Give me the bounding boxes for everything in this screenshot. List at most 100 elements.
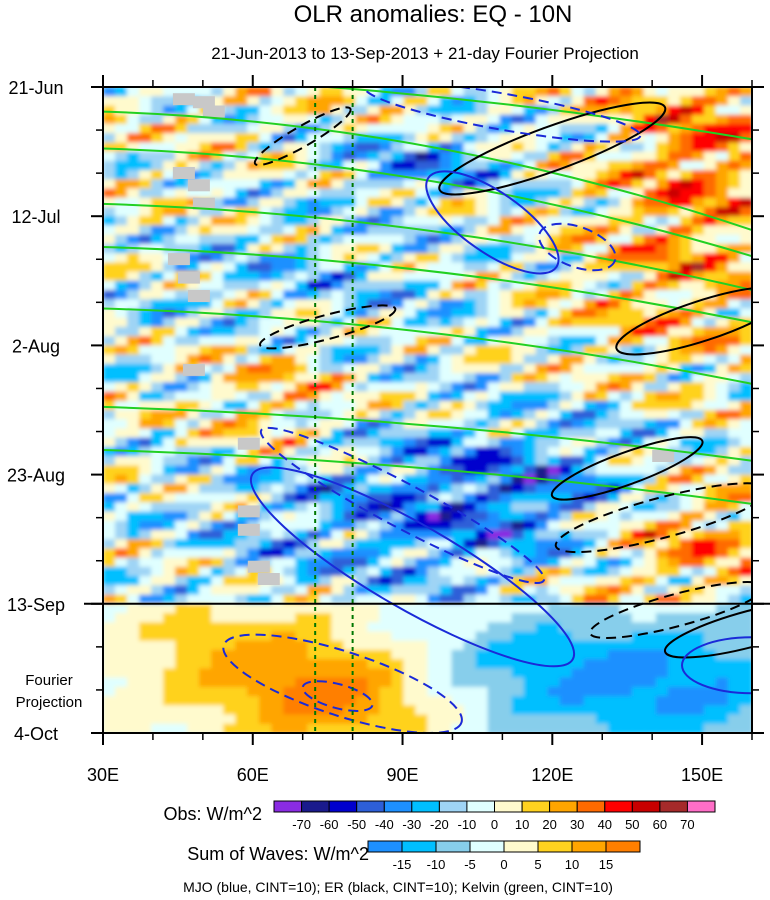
kelvin-contour — [103, 245, 752, 324]
waves-colorbar-swatch — [469, 840, 505, 853]
er-contour — [259, 304, 397, 350]
obs-colorbar-level: 60 — [653, 817, 667, 832]
obs-colorbar-level: 70 — [680, 817, 694, 832]
waves-colorbar-level: 15 — [599, 857, 613, 872]
obs-colorbar-level: -40 — [375, 817, 394, 832]
missing-data-cell — [177, 271, 200, 284]
waves-colorbar-swatch — [401, 840, 437, 853]
chart-subtitle: 21-Jun-2013 to 13-Sep-2013 + 21-day Four… — [211, 44, 639, 63]
obs-colorbar-swatch — [549, 800, 578, 813]
er-contour — [589, 581, 752, 639]
missing-data-cell — [247, 560, 270, 573]
obs-colorbar-level: 10 — [515, 817, 529, 832]
plot-area — [103, 87, 752, 733]
x-tick-label: 90E — [387, 765, 419, 785]
missing-data-cell — [187, 179, 210, 192]
y-tick-label: 13-Sep — [7, 595, 65, 615]
obs-colorbar-swatch — [521, 800, 551, 813]
x-tick-label: 120E — [531, 765, 573, 785]
waves-colorbar-swatch — [367, 840, 403, 853]
waves-colorbar-swatch — [571, 840, 607, 853]
kelvin-contour — [314, 87, 752, 141]
er-contour — [438, 101, 667, 196]
obs-colorbar-swatch — [659, 800, 689, 813]
waves-colorbar-swatch — [605, 840, 641, 853]
missing-data-cell — [187, 290, 210, 302]
missing-data-cell — [257, 573, 280, 585]
kelvin-contour — [103, 110, 752, 231]
missing-data-cell — [167, 253, 190, 266]
obs-colorbar-level: -30 — [402, 817, 421, 832]
x-tick-label: 150E — [681, 765, 723, 785]
missing-data-cell — [202, 105, 225, 118]
waves-colorbar-swatch — [537, 840, 573, 853]
obs-colorbar-level: 0 — [491, 817, 498, 832]
y-tick-label: 12-Jul — [11, 207, 60, 227]
obs-colorbar-swatch — [494, 800, 523, 813]
kelvin-contour — [103, 202, 752, 292]
obs-colorbar-swatch — [686, 800, 716, 813]
mjo-contour — [259, 426, 546, 584]
y-tick-label: 21-Jun — [8, 78, 63, 98]
waves-colorbar-level: -5 — [464, 857, 476, 872]
plot-frame — [102, 86, 753, 734]
waves-colorbar-level: 10 — [565, 857, 579, 872]
obs-colorbar-swatch — [301, 800, 330, 813]
y-tick-label: 2-Aug — [12, 336, 60, 356]
chart-title: OLR anomalies: EQ - 10N — [294, 1, 573, 28]
missing-data-cell — [172, 167, 195, 179]
waves-colorbar-swatch — [503, 840, 539, 853]
missing-data-cell — [192, 197, 215, 210]
footnote: MJO (blue, CINT=10); ER (black, CINT=10)… — [183, 879, 613, 895]
obs-colorbar-level: 30 — [570, 817, 584, 832]
missing-data-cell — [652, 450, 675, 462]
waves-colorbar-level: 5 — [534, 857, 541, 872]
er-contour — [550, 436, 704, 501]
obs-colorbar-swatch — [631, 800, 661, 813]
kelvin-contour — [103, 307, 752, 385]
projection-label: Projection — [16, 694, 83, 711]
mjo-contour — [425, 170, 560, 275]
missing-data-cell — [192, 96, 215, 109]
obs-colorbar-swatch — [356, 800, 385, 813]
obs-colorbar-label: Obs: W/m^2 — [164, 804, 262, 824]
waves-colorbar-label: Sum of Waves: W/m^2 — [187, 844, 369, 864]
missing-data-cell — [182, 363, 205, 376]
er-contour — [554, 482, 752, 554]
obs-colorbar-level: -10 — [458, 817, 477, 832]
obs-colorbar-level: 20 — [542, 817, 556, 832]
missing-data-cell — [237, 437, 260, 450]
missing-data-cell — [172, 93, 195, 106]
mjo-contour — [538, 222, 617, 272]
waves-colorbar-level: -10 — [427, 857, 446, 872]
y-tick-label: 23-Aug — [7, 466, 65, 486]
obs-colorbar-level: -20 — [430, 817, 449, 832]
er-contour — [253, 106, 352, 167]
obs-colorbar-level: -50 — [347, 817, 366, 832]
obs-colorbar-swatch — [383, 800, 413, 813]
obs-colorbar-level: 50 — [625, 817, 639, 832]
obs-colorbar-swatch — [328, 800, 358, 813]
obs-colorbar-swatch — [411, 800, 440, 813]
obs-colorbar-swatch — [576, 800, 606, 813]
er-contour — [615, 286, 752, 356]
er-contour — [663, 598, 752, 659]
waves-colorbar-level: 0 — [500, 857, 507, 872]
x-tick-label: 30E — [87, 765, 119, 785]
obs-colorbar-swatch — [604, 800, 633, 813]
obs-colorbar-swatch — [273, 800, 303, 813]
obs-colorbar-level: -60 — [320, 817, 339, 832]
obs-colorbar-level: -70 — [292, 817, 311, 832]
mjo-contour — [301, 680, 374, 712]
mjo-contour — [681, 636, 752, 695]
missing-data-cell — [237, 523, 260, 536]
mjo-contour — [222, 633, 463, 733]
waves-colorbar-swatch — [435, 840, 471, 853]
y-tick-label: 4-Oct — [14, 724, 58, 744]
waves-colorbar-level: -15 — [393, 857, 412, 872]
missing-data-cell — [237, 505, 260, 518]
obs-colorbar-level: 40 — [598, 817, 612, 832]
kelvin-contour — [103, 405, 752, 462]
kelvin-contour — [103, 448, 752, 505]
